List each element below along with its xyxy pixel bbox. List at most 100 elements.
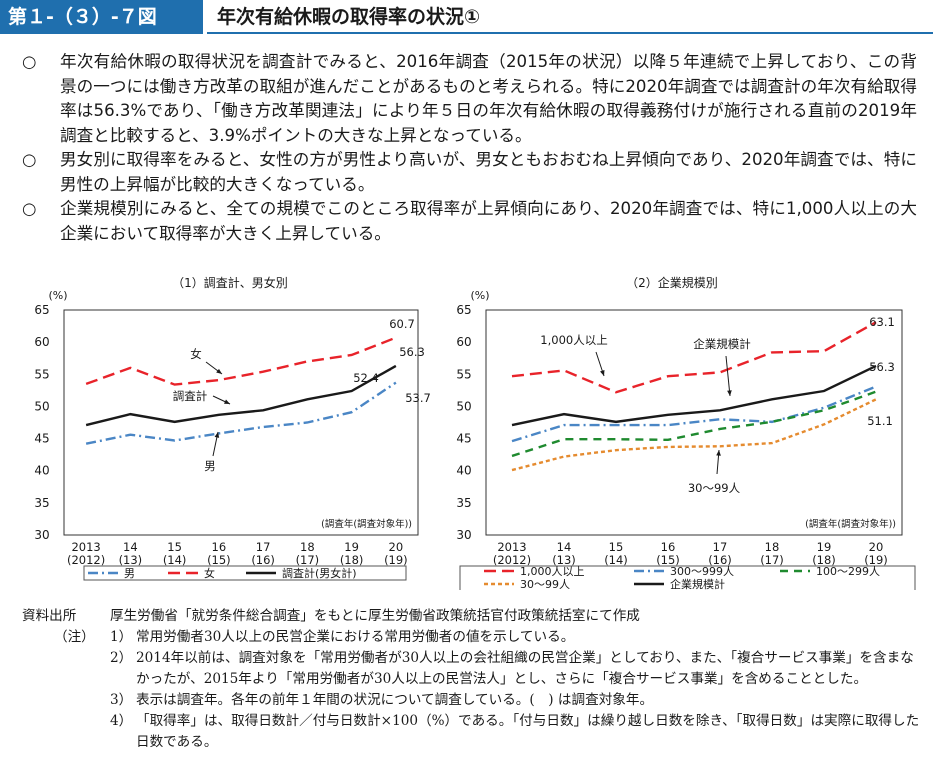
y-tick-label: 40 [456, 464, 471, 478]
series-line [85, 364, 397, 427]
y-axis-unit: (%) [48, 289, 67, 302]
y-tick-label: 45 [34, 432, 49, 446]
y-tick-label: 55 [456, 367, 471, 381]
chart-title: （2）企業規模別 [626, 275, 718, 290]
series-line [511, 364, 877, 427]
y-tick-label: 55 [34, 367, 49, 381]
data-label: 51.1 [867, 414, 893, 428]
series-line [85, 381, 397, 445]
y-tick-label: 50 [34, 399, 49, 413]
x-tick-label: (16) [251, 553, 275, 567]
plot-frame [63, 309, 419, 536]
annotation-arrowhead [224, 399, 230, 404]
source-text: 厚生労働省「就労条件総合調査」をもとに厚生労働省政策統括官付政策統括室にて作成 [110, 608, 640, 624]
x-tick-label: (15) [207, 553, 231, 567]
note-row: （注） 1） 常用労働者30人以上の民営企業における常用労働者の値を示している。 [22, 627, 922, 648]
note-row: 4） 「取得率」は、取得日数計／付与日数計×100（%）である。「付与日数」は繰… [22, 711, 922, 753]
bullet-text: 男女別に取得率をみると、女性の方が男性より高いが、男女ともおおむね上昇傾向であり… [60, 150, 917, 194]
x-tick-label: 20 [869, 540, 884, 554]
notes-section: 資料出所 厚生労働省「就労条件総合調査」をもとに厚生労働省政策統括官付政策統括室… [22, 606, 922, 753]
x-tick-label: (16) [708, 553, 732, 567]
legend-label: 300～999人 [670, 565, 734, 578]
annotation-arrowhead [727, 390, 732, 396]
data-label: 63.1 [869, 315, 895, 329]
note-row: 2） 2014年以前は、調査対象を「常用労働者が30人以上の会社組織の民営企業」… [22, 648, 922, 690]
source-row: 資料出所 厚生労働省「就労条件総合調査」をもとに厚生労働省政策統括官付政策統括室… [22, 606, 922, 627]
bullet-mark: ○ [22, 52, 37, 71]
x-tick-label: (14) [604, 553, 628, 567]
x-tick-label: 15 [609, 540, 624, 554]
y-tick-label: 45 [456, 432, 471, 446]
data-label: 1,000人以上 [540, 333, 607, 347]
note-index: 2） [110, 650, 133, 666]
x-tick-label: (18) [812, 553, 836, 567]
annotation-arrowhead [214, 432, 220, 438]
summary-bullets: ○ 年次有給休暇の取得状況を調査計でみると、2016年調査（2015年の状況）以… [22, 50, 917, 246]
series-line [85, 336, 397, 386]
x-tick-label: (17) [296, 553, 320, 567]
note-text: 「取得率」は、取得日数計／付与日数計×100（%）である。「付与日数」は繰り越し… [136, 713, 920, 750]
charts-svg: （1）調査計、男女別(%)30354045505560652013(2012)1… [34, 275, 916, 595]
x-tick-label: 18 [765, 540, 780, 554]
data-label: 52.4 [353, 371, 379, 385]
bullet-item: ○ 年次有給休暇の取得状況を調査計でみると、2016年調査（2015年の状況）以… [22, 50, 917, 148]
x-tick-label: 14 [123, 540, 138, 554]
note-index: 1） [110, 629, 133, 645]
annotation-arrowhead [216, 368, 222, 374]
y-axis-unit: (%) [470, 289, 489, 302]
data-label: 56.3 [869, 360, 895, 374]
x-tick-label: 20 [389, 540, 404, 554]
note-text: 2014年以前は、調査対象を「常用労働者が30人以上の会社組織の民営企業」として… [136, 650, 914, 687]
x-tick-label: 15 [167, 540, 182, 554]
note-index: 3） [110, 692, 133, 708]
x-tick-label: (2012) [67, 553, 105, 567]
x-tick-label: 2013 [497, 540, 526, 554]
bullet-text: 企業規模別にみると、全ての規模でこのところ取得率が上昇傾向にあり、2020年調査… [60, 199, 917, 243]
figure-title: 年次有給休暇の取得率の状況① [207, 0, 933, 34]
x-tick-label: 17 [256, 540, 271, 554]
x-tick-label: (15) [656, 553, 680, 567]
y-tick-label: 30 [456, 528, 471, 542]
data-label: 男 [204, 459, 216, 473]
note-index: 4） [110, 713, 133, 729]
x-tick-label: 19 [344, 540, 359, 554]
figure-number: 第１-（３）-７図 [0, 0, 203, 34]
y-tick-label: 35 [456, 496, 471, 510]
series-line [511, 390, 877, 458]
legend-label: 1,000人以上 [520, 565, 585, 578]
legend-label: 男 [124, 567, 135, 580]
x-tick-label: (19) [864, 553, 888, 567]
x-tick-label: (18) [340, 553, 364, 567]
x-tick-label: (17) [760, 553, 784, 567]
annotation-arrowhead [600, 370, 605, 376]
bullet-mark: ○ [22, 199, 37, 218]
x-tick-label: (2012) [493, 553, 531, 567]
annotation-arrowhead [716, 450, 721, 456]
x-tick-label: 19 [817, 540, 832, 554]
legend-label: 100～299人 [816, 565, 880, 578]
bullet-item: ○ 企業規模別にみると、全ての規模でこのところ取得率が上昇傾向にあり、2020年… [22, 197, 917, 246]
series-line [511, 321, 877, 394]
y-tick-label: 65 [456, 303, 471, 317]
legend-label: 企業規模計 [670, 577, 725, 590]
data-label: 女 [190, 347, 202, 361]
legend-label: 30～99人 [520, 578, 570, 590]
note-row: 3） 表示は調査年。各年の前年１年間の状況について調査している。( ) は調査対… [22, 690, 922, 711]
source-label: 資料出所 [22, 608, 77, 624]
axis-note: (調査年(調査対象年)) [805, 518, 896, 530]
note-text: 表示は調査年。各年の前年１年間の状況について調査している。( ) は調査対象年。 [136, 692, 654, 708]
y-tick-label: 50 [456, 399, 471, 413]
y-tick-label: 40 [34, 464, 49, 478]
x-tick-label: (13) [119, 553, 143, 567]
x-tick-label: 17 [713, 540, 728, 554]
x-tick-label: 16 [212, 540, 227, 554]
series-line [511, 398, 877, 472]
bullet-mark: ○ [22, 150, 37, 169]
plot-frame [485, 309, 903, 536]
series-line [511, 385, 877, 443]
x-tick-label: (13) [552, 553, 576, 567]
y-tick-label: 35 [34, 496, 49, 510]
legend-box [83, 565, 407, 581]
data-label: 30～99人 [688, 481, 741, 495]
data-label: 60.7 [389, 317, 415, 331]
